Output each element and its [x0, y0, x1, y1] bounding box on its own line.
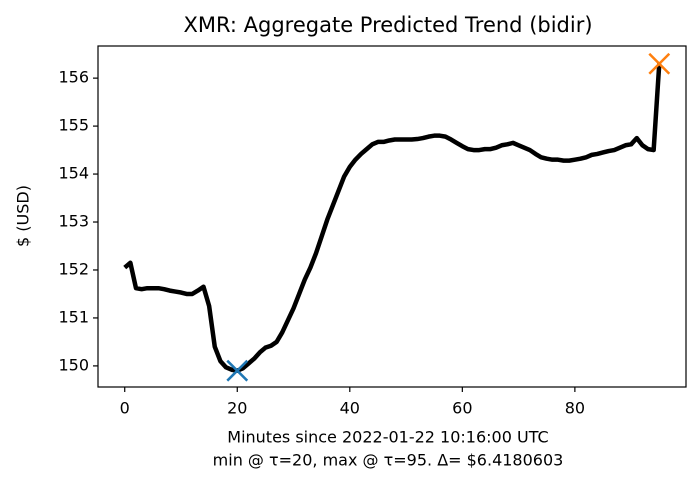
y-tick-label: 151 [58, 307, 89, 326]
x-axis-subtitle: min @ τ=20, max @ τ=95. Δ= $6.4180603 [213, 451, 564, 470]
y-tick-label: 150 [58, 355, 89, 374]
x-tick-label: 20 [227, 399, 247, 418]
x-tick-label: 60 [452, 399, 472, 418]
chart-title: XMR: Aggregate Predicted Trend (bidir) [183, 13, 592, 37]
x-tick-label: 80 [565, 399, 585, 418]
y-tick-label: 152 [58, 259, 89, 278]
x-tick-label: 40 [340, 399, 360, 418]
x-axis-label: Minutes since 2022-01-22 10:16:00 UTC [227, 428, 548, 447]
y-axis-label: $ (USD) [14, 185, 33, 247]
y-tick-label: 153 [58, 212, 89, 231]
extreme-marker [648, 52, 671, 75]
x-tick-label: 0 [120, 399, 130, 418]
y-tick-label: 155 [58, 116, 89, 135]
plot-frame [97, 45, 687, 388]
price-line [123, 63, 662, 373]
y-tick-label: 154 [58, 164, 89, 183]
y-tick-label: 156 [58, 68, 89, 87]
extreme-marker [226, 359, 249, 382]
